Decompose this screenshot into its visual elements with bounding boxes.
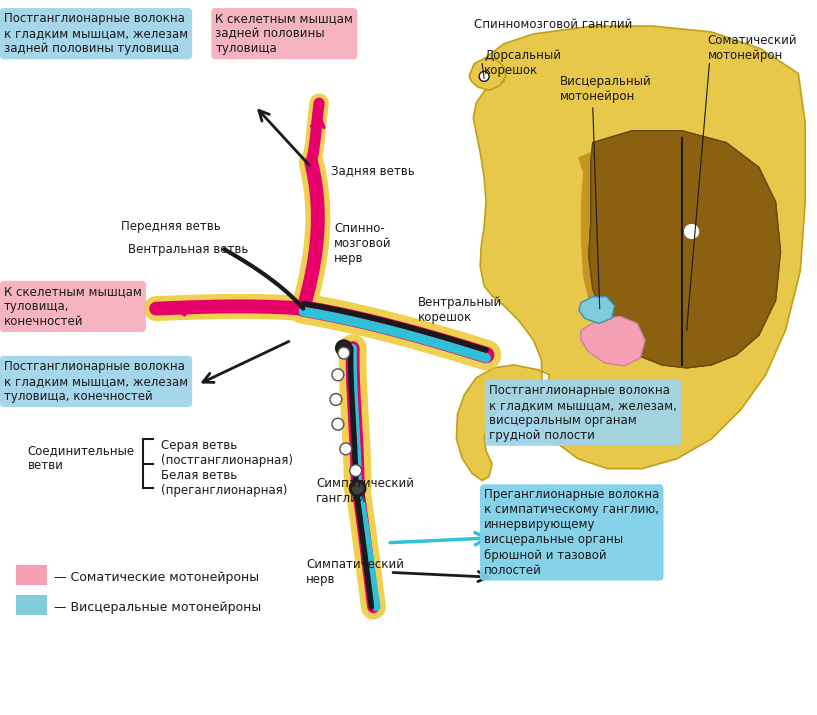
Text: Вентральный
корешок: Вентральный корешок xyxy=(418,296,502,324)
Polygon shape xyxy=(589,131,780,368)
Circle shape xyxy=(332,369,344,380)
Text: Постганглионарные волокна
к гладким мышцам, железам
туловища, конечностей: Постганглионарные волокна к гладким мышц… xyxy=(4,360,188,403)
Circle shape xyxy=(330,393,342,405)
Text: Постганглионарные волокна
к гладким мышцам, железам
задней половины туловища: Постганглионарные волокна к гладким мышц… xyxy=(4,12,188,55)
Text: Спинно-
мозговой
нерв: Спинно- мозговой нерв xyxy=(334,222,391,265)
Text: Симпатический
нерв: Симпатический нерв xyxy=(306,558,404,586)
Text: Соединительные
ветви: Соединительные ветви xyxy=(28,444,135,472)
Text: — Висцеральные мотонейроны: — Висцеральные мотонейроны xyxy=(55,601,261,614)
Text: Преганглионарные волокна
к симпатическому ганглию,
иннервирующему
висцеральные о: Преганглионарные волокна к симпатическом… xyxy=(484,488,659,576)
Circle shape xyxy=(352,483,364,494)
Text: Серая ветвь
(постганглионарная)
Белая ветвь
(преганглионарная): Серая ветвь (постганглионарная) Белая ве… xyxy=(161,439,293,497)
Circle shape xyxy=(335,339,353,357)
Text: Постганглионарные волокна
к гладким мышцам, железам,
висцеральным органам
грудно: Постганглионарные волокна к гладким мышц… xyxy=(489,384,677,442)
FancyBboxPatch shape xyxy=(16,566,47,586)
FancyBboxPatch shape xyxy=(16,595,47,615)
Text: Соматический
мотонейрон: Соматический мотонейрон xyxy=(708,34,797,62)
Polygon shape xyxy=(457,26,806,480)
Text: Задняя ветвь: Задняя ветвь xyxy=(331,164,415,177)
Text: — Соматические мотонейроны: — Соматические мотонейроны xyxy=(55,571,260,584)
Text: Симпатический
ганглий: Симпатический ганглий xyxy=(316,477,414,505)
Circle shape xyxy=(340,443,352,455)
Circle shape xyxy=(685,225,699,238)
Circle shape xyxy=(338,347,350,359)
Circle shape xyxy=(480,72,489,82)
Text: К скелетным мышцам
туловища,
конечностей: К скелетным мышцам туловища, конечностей xyxy=(4,285,142,328)
Polygon shape xyxy=(579,297,614,323)
Polygon shape xyxy=(469,59,506,90)
Circle shape xyxy=(332,418,344,430)
Text: Передняя ветвь: Передняя ветвь xyxy=(121,220,221,232)
Text: К скелетным мышцам
задней половины
туловища: К скелетным мышцам задней половины тулов… xyxy=(216,12,353,55)
Text: Спинномозговой ганглий: Спинномозговой ганглий xyxy=(474,18,632,31)
Text: Дорсальный
корешок: Дорсальный корешок xyxy=(484,49,561,77)
Polygon shape xyxy=(581,317,645,366)
Text: Вентральная ветвь: Вентральная ветвь xyxy=(128,243,249,257)
Text: Висцеральный
мотонейрон: Висцеральный мотонейрон xyxy=(560,75,652,104)
Circle shape xyxy=(350,465,362,477)
Polygon shape xyxy=(578,137,773,360)
Circle shape xyxy=(349,480,367,498)
